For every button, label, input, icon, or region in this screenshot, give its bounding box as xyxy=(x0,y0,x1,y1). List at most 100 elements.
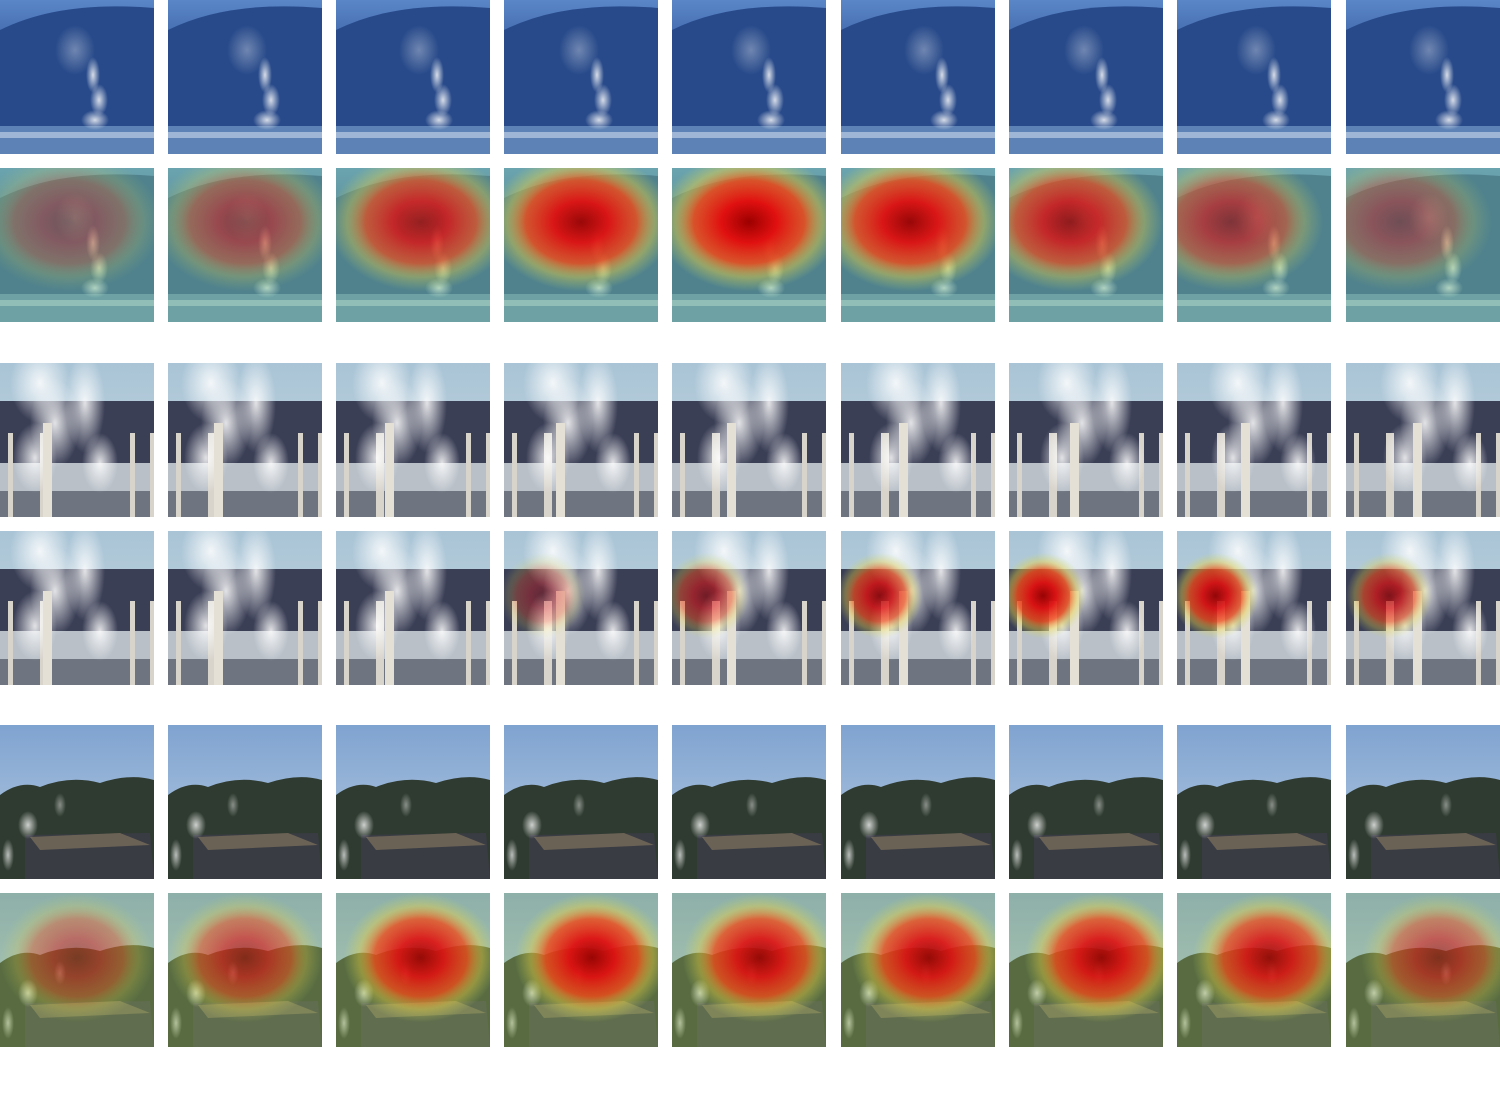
plume xyxy=(749,363,789,453)
frame-content xyxy=(841,363,995,517)
frame-content xyxy=(168,168,322,322)
smoke xyxy=(746,793,758,817)
smoke xyxy=(731,25,771,75)
stack xyxy=(680,601,685,685)
stack xyxy=(43,423,52,517)
plant-dark xyxy=(672,659,826,685)
heatmap-blob xyxy=(682,893,826,1023)
smoke xyxy=(859,811,879,839)
frame-content xyxy=(672,725,826,879)
frame xyxy=(1009,725,1163,879)
frame xyxy=(336,725,490,879)
frame xyxy=(336,0,490,154)
plume xyxy=(424,601,460,661)
ground xyxy=(336,294,490,322)
plume xyxy=(578,531,618,621)
frame xyxy=(841,168,995,322)
frame xyxy=(168,725,322,879)
frame-content xyxy=(336,0,490,154)
stack xyxy=(1327,601,1331,685)
ground xyxy=(0,126,154,154)
plume xyxy=(595,601,631,661)
smoke xyxy=(506,839,518,871)
plant-dark xyxy=(336,659,490,685)
plume xyxy=(766,601,802,661)
smoke xyxy=(920,793,932,817)
smoke xyxy=(1011,839,1023,871)
stack xyxy=(654,601,658,685)
smoke xyxy=(170,1007,182,1039)
stack xyxy=(654,433,658,517)
ground xyxy=(672,126,826,154)
plant-dark xyxy=(168,659,322,685)
frame-content xyxy=(504,531,658,685)
frame-content xyxy=(1346,0,1500,154)
roof xyxy=(168,300,322,306)
heatmap-blob xyxy=(1177,552,1259,639)
smoke xyxy=(1195,811,1215,839)
smoke xyxy=(354,811,374,839)
frame-content xyxy=(336,725,490,879)
frame-content xyxy=(0,168,154,322)
plume xyxy=(236,363,276,453)
heatmap-blob xyxy=(514,893,658,1023)
smoke xyxy=(338,839,350,871)
plume xyxy=(1435,363,1475,453)
smoke xyxy=(399,25,439,75)
heatmap-blob xyxy=(1009,168,1163,292)
plume xyxy=(749,531,789,621)
stack xyxy=(512,433,517,517)
ground xyxy=(504,126,658,154)
stack xyxy=(1070,591,1079,685)
plume xyxy=(1280,433,1316,493)
frame xyxy=(1346,168,1500,322)
frame-content xyxy=(1177,0,1331,154)
heatmap-blob xyxy=(1192,893,1331,1023)
stack xyxy=(1241,591,1250,685)
smoke xyxy=(1011,1007,1023,1039)
frame-content xyxy=(504,0,658,154)
frame xyxy=(1177,0,1331,154)
frame xyxy=(841,893,995,1047)
plume xyxy=(65,363,105,453)
stack xyxy=(849,601,854,685)
ground xyxy=(504,294,658,322)
frame xyxy=(1177,168,1331,322)
frame xyxy=(504,168,658,322)
stack xyxy=(318,433,322,517)
heatmap-blob xyxy=(336,168,490,292)
plume xyxy=(1109,601,1145,661)
stack xyxy=(466,601,471,685)
smoke xyxy=(1348,1007,1360,1039)
smoke xyxy=(2,839,14,871)
frame xyxy=(672,168,826,322)
frame xyxy=(1346,0,1500,154)
smoke xyxy=(54,793,66,817)
frame xyxy=(672,725,826,879)
plant-dark xyxy=(168,491,322,517)
frame xyxy=(504,0,658,154)
frame-content xyxy=(168,725,322,879)
frame xyxy=(1177,893,1331,1047)
plume xyxy=(1092,363,1132,453)
plume xyxy=(1092,531,1132,621)
stack xyxy=(556,591,565,685)
stack xyxy=(214,591,223,685)
stack xyxy=(298,433,303,517)
frame-content xyxy=(0,531,154,685)
plume xyxy=(921,531,961,621)
frame xyxy=(336,531,490,685)
heatmap-blob xyxy=(168,168,322,292)
frame-content xyxy=(1346,168,1500,322)
plant-dark xyxy=(0,491,154,517)
plume xyxy=(407,363,447,453)
plant-dark xyxy=(1177,659,1331,685)
smoke xyxy=(522,811,542,839)
plant-dark xyxy=(841,491,995,517)
plume xyxy=(1263,531,1303,621)
frame-content xyxy=(1177,531,1331,685)
roof xyxy=(702,833,822,850)
frame-content xyxy=(672,363,826,517)
frame xyxy=(504,725,658,879)
